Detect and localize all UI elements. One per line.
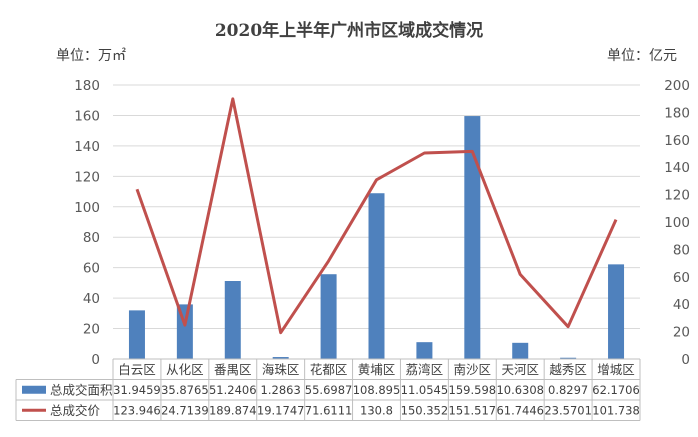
bar xyxy=(512,342,529,359)
area-bars xyxy=(128,116,625,359)
category-label: 增城区 xyxy=(597,362,635,377)
table-cell: 101.738 xyxy=(592,403,640,417)
chart-title: 2020年上半年广州市区域成交情况 xyxy=(215,20,483,41)
category-label: 从化区 xyxy=(166,362,204,377)
bar xyxy=(416,342,433,359)
left-tick-label: 120 xyxy=(74,169,100,185)
left-tick-label: 180 xyxy=(74,78,100,94)
right-tick-label: 0 xyxy=(681,352,690,368)
table-cell: 151.517 xyxy=(449,403,497,417)
bar xyxy=(128,310,145,359)
legend-label: 总成交价 xyxy=(50,403,101,418)
right-tick-label: 180 xyxy=(664,105,690,121)
left-tick-label: 160 xyxy=(74,108,100,124)
right-tick-label: 40 xyxy=(673,297,690,313)
left-tick-label: 140 xyxy=(74,139,100,155)
category-label: 南沙区 xyxy=(454,362,492,377)
right-tick-label: 120 xyxy=(664,188,690,204)
left-axis: 0 20 40 60 80 100 120 140 160 180 xyxy=(74,78,100,368)
legend-label: 总成交面积 xyxy=(50,382,113,397)
right-tick-label: 100 xyxy=(664,215,690,231)
legend-key-bar xyxy=(22,385,46,394)
category-label: 番禺区 xyxy=(214,362,252,377)
table-cell: 0.8297 xyxy=(548,383,588,397)
table-cell: 189.874 xyxy=(209,403,257,417)
table-cell: 108.895 xyxy=(353,383,401,397)
right-tick-label: 60 xyxy=(673,270,690,286)
right-tick-label: 20 xyxy=(673,325,690,341)
left-tick-label: 100 xyxy=(74,200,100,216)
category-label: 花都区 xyxy=(310,362,348,377)
right-tick-label: 160 xyxy=(664,133,690,149)
table-cell: 1.2863 xyxy=(261,383,301,397)
category-label: 荔湾区 xyxy=(406,362,444,377)
table-cell: 31.9459 xyxy=(113,383,161,397)
bar xyxy=(560,357,577,359)
left-axis-unit: 单位：万㎡ xyxy=(56,48,126,64)
table-cell: 11.0545 xyxy=(401,383,449,397)
bar xyxy=(224,281,241,359)
category-label: 海珠区 xyxy=(262,362,300,377)
table-cell: 62.1706 xyxy=(592,383,640,397)
right-tick-label: 80 xyxy=(673,242,690,258)
price-line xyxy=(135,97,618,335)
category-label: 天河区 xyxy=(501,362,539,377)
right-axis: 0 20 40 60 80 100 120 140 160 180 200 xyxy=(664,78,690,368)
category-label: 越秀区 xyxy=(549,362,587,377)
bar xyxy=(272,357,289,359)
table-cell: 159.598 xyxy=(449,383,497,397)
category-label: 黄埔区 xyxy=(358,362,396,377)
table-cell: 35.8765 xyxy=(161,383,209,397)
left-tick-label: 0 xyxy=(91,352,100,368)
bar xyxy=(320,274,337,359)
right-tick-label: 200 xyxy=(664,78,690,94)
bar xyxy=(608,264,625,359)
left-tick-label: 20 xyxy=(83,322,100,338)
right-axis-unit: 单位：亿元 xyxy=(607,48,677,64)
table-cell: 130.8 xyxy=(360,403,393,417)
table-cell: 19.1747 xyxy=(257,403,305,417)
category-label: 白云区 xyxy=(118,362,156,377)
table-cell: 61.7446 xyxy=(496,403,544,417)
table-cell: 51.2406 xyxy=(209,383,257,397)
table-cell: 123.946 xyxy=(113,403,161,417)
bar xyxy=(368,193,385,359)
table-cell: 71.6111 xyxy=(305,403,353,417)
table-cell: 23.5701 xyxy=(544,403,592,417)
left-tick-label: 60 xyxy=(83,261,100,277)
bar xyxy=(464,116,481,359)
right-tick-label: 140 xyxy=(664,160,690,176)
table-cell: 55.6987 xyxy=(305,383,353,397)
table-cell: 24.7139 xyxy=(161,403,209,417)
left-tick-label: 80 xyxy=(83,230,100,246)
left-tick-label: 40 xyxy=(83,291,100,307)
table-cell: 150.352 xyxy=(401,403,449,417)
table-cell: 10.6308 xyxy=(496,383,544,397)
